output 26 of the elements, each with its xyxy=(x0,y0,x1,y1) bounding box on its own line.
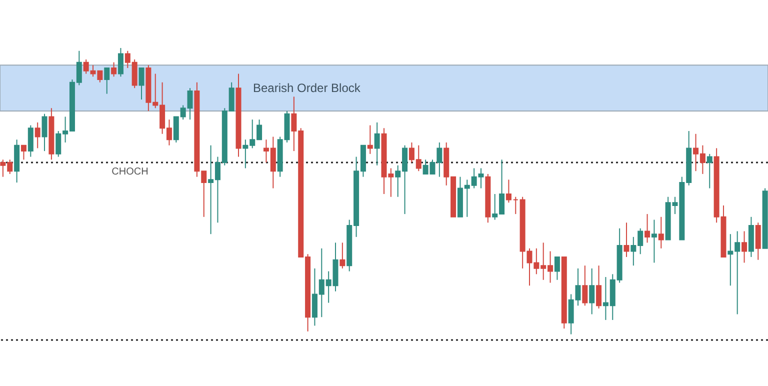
candlestick xyxy=(118,48,124,78)
candlestick xyxy=(644,214,650,244)
candlestick xyxy=(554,256,560,280)
candlestick xyxy=(582,265,588,306)
candlestick xyxy=(374,122,380,166)
candlestick xyxy=(506,179,512,204)
candlestick xyxy=(706,153,712,189)
band-label: Bearish Order Block xyxy=(253,81,362,96)
candlestick xyxy=(589,268,595,315)
candlestick xyxy=(138,68,144,100)
candlestick xyxy=(651,219,657,264)
candlestick xyxy=(512,196,518,215)
candlestick xyxy=(20,144,26,160)
candlestick xyxy=(596,265,602,310)
candlestick xyxy=(42,113,48,152)
candlestick xyxy=(742,230,748,264)
candlestick xyxy=(111,62,117,78)
candlestick xyxy=(340,242,346,269)
candlestick xyxy=(34,122,40,149)
candlestick xyxy=(624,222,630,258)
ref-line-label: CHOCH xyxy=(112,166,148,178)
candlestick xyxy=(367,124,373,154)
candlestick xyxy=(658,216,664,249)
candlestick xyxy=(755,222,761,260)
candlestick xyxy=(28,124,34,158)
candlestick xyxy=(104,68,110,94)
